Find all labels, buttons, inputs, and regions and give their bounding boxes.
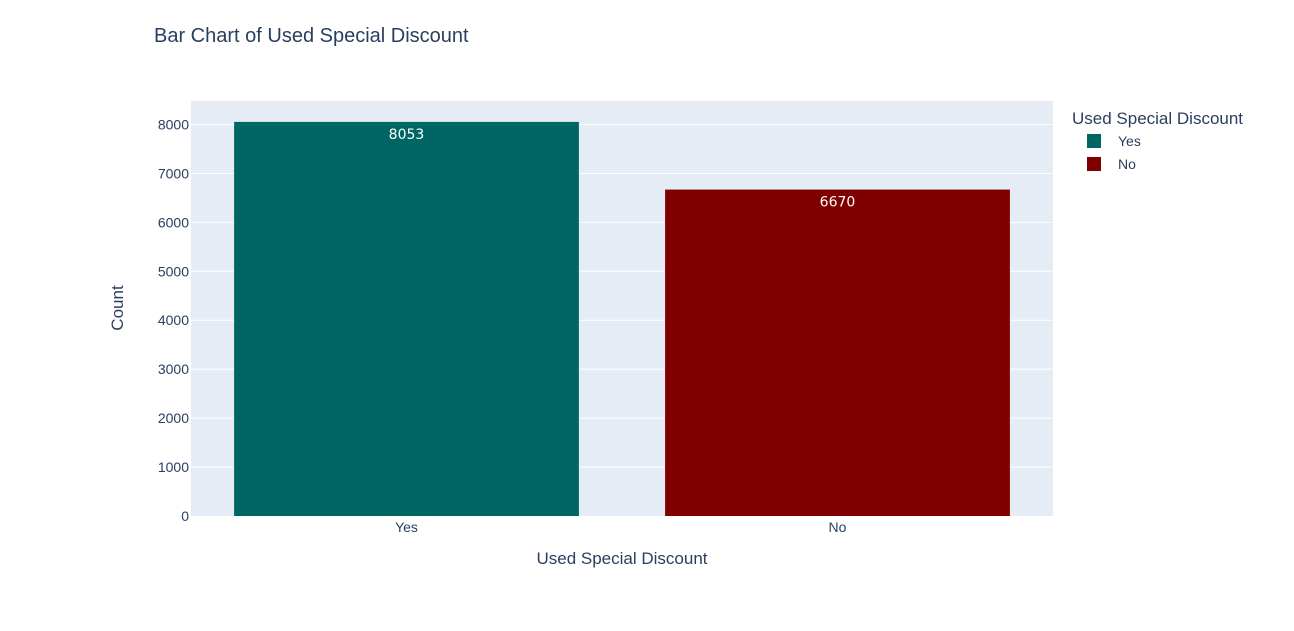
legend-swatch-yes xyxy=(1087,134,1101,148)
y-tick-label: 7000 xyxy=(158,165,189,181)
x-tick-label: Yes xyxy=(395,519,418,535)
y-tick-label: 8000 xyxy=(158,116,189,132)
legend-title: Used Special Discount xyxy=(1072,109,1243,128)
legend: Used Special Discount Yes No xyxy=(1072,109,1243,172)
legend-entry-no: No xyxy=(1118,156,1136,172)
y-tick-label: 0 xyxy=(181,508,189,524)
y-tick-label: 2000 xyxy=(158,410,189,426)
x-axis-title: Used Special Discount xyxy=(536,549,707,568)
y-tick-label: 3000 xyxy=(158,361,189,377)
bar-yes xyxy=(234,121,579,516)
bar-value-label: 8053 xyxy=(389,127,425,143)
y-axis-title: Count xyxy=(108,285,127,331)
legend-entry-yes: Yes xyxy=(1118,133,1141,149)
bars: 8053 6670 xyxy=(234,121,1010,516)
chart-title: Bar Chart of Used Special Discount xyxy=(154,25,469,47)
y-axis-ticks: 0 1000 2000 3000 4000 5000 6000 7000 8000 xyxy=(158,116,189,524)
x-axis-ticks: Yes No xyxy=(395,519,847,535)
x-tick-label: No xyxy=(829,519,847,535)
y-tick-label: 6000 xyxy=(158,214,189,230)
bar-value-label: 6670 xyxy=(820,195,856,211)
y-tick-label: 4000 xyxy=(158,312,189,328)
y-tick-label: 1000 xyxy=(158,459,189,475)
y-tick-label: 5000 xyxy=(158,263,189,279)
bar-no xyxy=(665,189,1010,516)
legend-swatch-no xyxy=(1087,157,1101,171)
